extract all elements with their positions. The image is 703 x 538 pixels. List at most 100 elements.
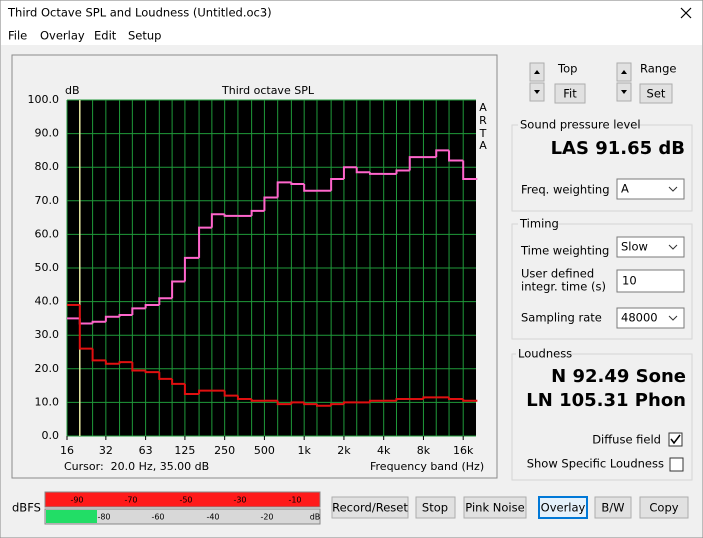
menu-item[interactable]: Overlay bbox=[40, 29, 85, 43]
step-segment bbox=[250, 209, 265, 216]
text-input[interactable] bbox=[616, 269, 685, 293]
x-tick-label: 32 bbox=[99, 444, 113, 457]
fit-button[interactable] bbox=[554, 83, 586, 104]
step-segment bbox=[448, 397, 464, 401]
set-button[interactable] bbox=[639, 83, 673, 104]
button-text: Stop bbox=[422, 501, 448, 515]
select[interactable] bbox=[616, 307, 685, 329]
brand-letter: T bbox=[479, 127, 487, 140]
meter-peak-bar bbox=[44, 491, 321, 508]
step-segment bbox=[171, 280, 185, 299]
group-caption: Loudness bbox=[518, 347, 572, 361]
y-tick-label: 80.0 bbox=[35, 160, 60, 173]
button[interactable] bbox=[463, 496, 527, 519]
chart bbox=[66, 99, 478, 440]
group-caption-bg bbox=[516, 347, 568, 361]
field-label: Time weighting bbox=[520, 244, 609, 258]
x-tick-label: 8k bbox=[417, 444, 431, 457]
button[interactable] bbox=[415, 496, 456, 519]
menu-item[interactable]: File bbox=[8, 29, 27, 43]
loudness-group bbox=[511, 353, 693, 481]
field-label: Sampling rate bbox=[521, 311, 602, 325]
step-segment bbox=[91, 320, 106, 324]
step-segment bbox=[462, 399, 478, 402]
step-segment bbox=[315, 404, 332, 407]
button[interactable] bbox=[594, 496, 632, 519]
select-value: Slow bbox=[621, 240, 648, 254]
button[interactable] bbox=[538, 496, 588, 519]
x-tick-label: 125 bbox=[174, 444, 195, 457]
button[interactable] bbox=[639, 496, 689, 519]
step-segment bbox=[104, 315, 120, 322]
field-label: integr. time (s) bbox=[521, 280, 606, 294]
step-segment bbox=[183, 256, 200, 282]
step-segment bbox=[78, 304, 93, 350]
x-axis-label: Frequency band (Hz) bbox=[370, 460, 484, 473]
y-tick-label: 100.0 bbox=[28, 93, 60, 106]
step-segment bbox=[158, 372, 173, 380]
step-segment bbox=[435, 149, 450, 158]
button[interactable] bbox=[331, 496, 409, 519]
brand-letter: R bbox=[479, 114, 487, 127]
brand-letter: A bbox=[479, 101, 487, 114]
group-caption-bg bbox=[518, 217, 556, 231]
x-tick-label: 63 bbox=[139, 444, 153, 457]
x-tick-label: 2k bbox=[337, 444, 351, 457]
menu-bar bbox=[1, 25, 702, 45]
meter-scale: -80 bbox=[97, 513, 110, 522]
meter-scale: -90 bbox=[70, 496, 83, 505]
step-segment bbox=[395, 169, 410, 174]
select[interactable] bbox=[616, 236, 685, 258]
meter-scale: -60 bbox=[151, 513, 164, 522]
step-segment bbox=[422, 396, 437, 400]
step-segment bbox=[223, 390, 238, 397]
step-segment bbox=[395, 398, 410, 401]
step-segment bbox=[330, 403, 344, 406]
select-value: A bbox=[621, 182, 629, 196]
y-tick-label: 20.0 bbox=[35, 362, 60, 375]
select-value: 48000 bbox=[621, 311, 658, 325]
checkbox-label: Diffuse field bbox=[592, 433, 661, 447]
step-segment bbox=[144, 303, 160, 309]
y-tick-label: 70.0 bbox=[35, 194, 60, 207]
step-segment bbox=[131, 362, 146, 372]
step-segment bbox=[276, 400, 292, 406]
fit-text: Fit bbox=[563, 87, 577, 101]
step-segment bbox=[448, 150, 464, 162]
meter-scale: -70 bbox=[124, 496, 137, 505]
field-label: User defined bbox=[521, 267, 594, 281]
step-segment bbox=[131, 307, 146, 316]
range-label: Range bbox=[640, 62, 676, 76]
chart-title: Third octave SPL bbox=[221, 84, 315, 97]
step-segment bbox=[368, 172, 384, 175]
meter-scale: -30 bbox=[233, 496, 246, 505]
checkbox-label: Show Specific Loudness bbox=[527, 457, 664, 471]
step-segment bbox=[462, 160, 478, 180]
menu-item[interactable]: Setup bbox=[128, 29, 161, 43]
step-segment bbox=[303, 184, 317, 192]
select[interactable] bbox=[616, 178, 685, 200]
close-button[interactable] bbox=[680, 7, 692, 19]
y-tick-label: 10.0 bbox=[35, 395, 60, 408]
checkbox[interactable] bbox=[669, 457, 684, 472]
check-mark bbox=[670, 434, 681, 445]
step-segment bbox=[355, 167, 370, 174]
step-segment bbox=[290, 182, 305, 185]
input-value: 10 bbox=[622, 274, 637, 288]
set-text: Set bbox=[647, 87, 666, 101]
button-text: Pink Noise bbox=[465, 501, 524, 515]
meter-level-fill bbox=[46, 510, 97, 523]
x-tick-label: 4k bbox=[377, 444, 391, 457]
step-segment bbox=[118, 314, 133, 317]
y-tick-label: 90.0 bbox=[35, 127, 60, 140]
step-segment bbox=[290, 401, 305, 405]
loudness-sone: N 92.49 Sone bbox=[551, 366, 686, 387]
dropdown-arrow bbox=[668, 315, 678, 321]
menu-item[interactable]: Edit bbox=[94, 29, 117, 43]
step-segment bbox=[223, 214, 238, 217]
x-tick-label: 250 bbox=[214, 444, 235, 457]
cursor-readout: Cursor: 20.0 Hz, 35.00 dB bbox=[64, 460, 209, 473]
step-segment bbox=[408, 156, 424, 171]
step-segment bbox=[303, 402, 317, 406]
